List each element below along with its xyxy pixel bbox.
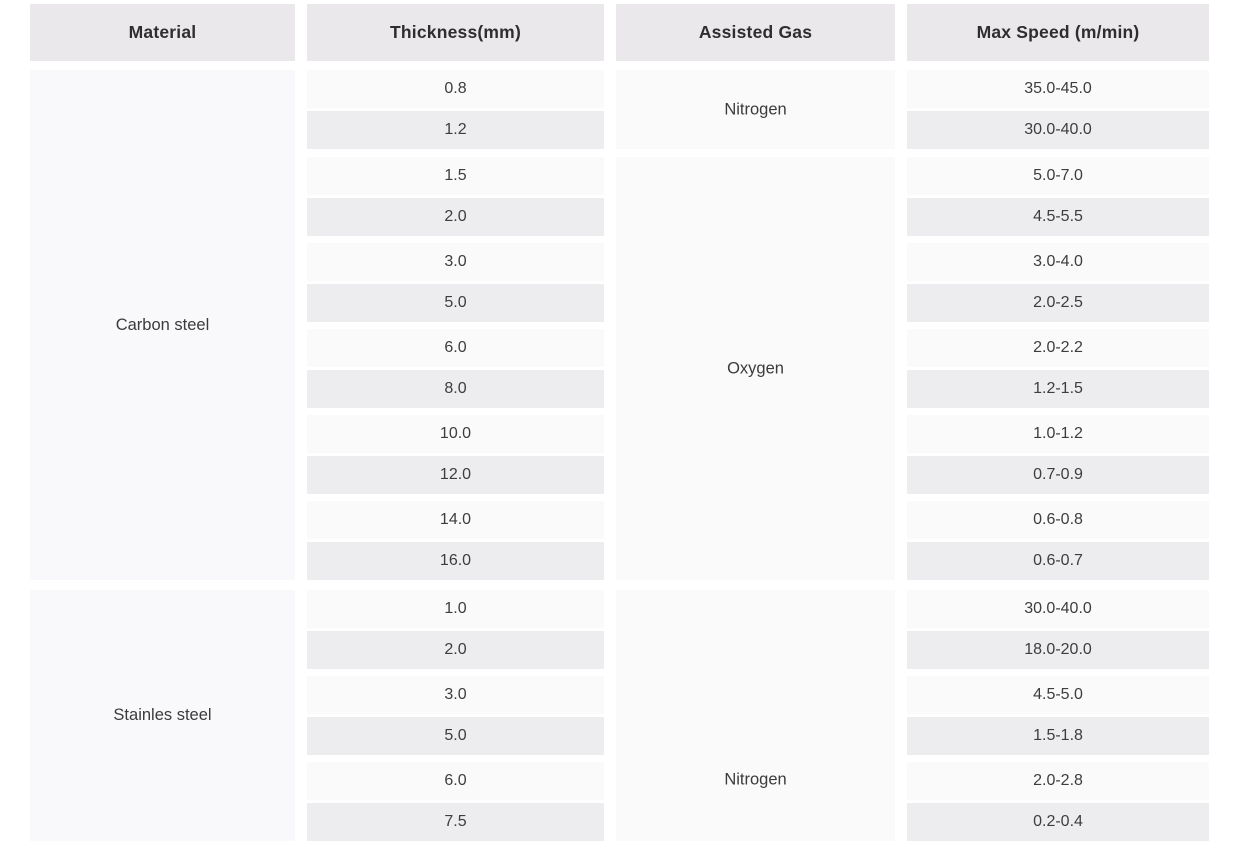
speed-column: 5.0-7.0 4.5-5.5 3.0-4.0 2.0-2.5 2.0-2.2 … — [907, 157, 1209, 580]
gas-cell-nitrogen: Nitrogen — [616, 590, 895, 841]
thickness-cell: 1.0 — [307, 590, 604, 628]
section-carbon-steel: Carbon steel 0.8 1.2 Nitrogen 35.0-45.0 … — [30, 70, 1210, 580]
table-header-row: Material Thickness(mm) Assisted Gas Max … — [30, 4, 1210, 61]
gas-cell-nitrogen: Nitrogen — [616, 70, 895, 149]
speed-cell: 0.6-0.8 — [907, 501, 1209, 539]
speed-cell: 0.6-0.7 — [907, 542, 1209, 580]
speed-cell: 3.0-4.0 — [907, 243, 1209, 281]
speed-column: 35.0-45.0 30.0-40.0 — [907, 70, 1209, 149]
header-cell-material: Material — [30, 4, 295, 61]
thickness-column: 0.8 1.2 — [307, 70, 604, 149]
speed-cell: 18.0-20.0 — [907, 631, 1209, 669]
material-cell-carbon-steel: Carbon steel — [30, 70, 295, 580]
thickness-cell: 5.0 — [307, 717, 604, 755]
speed-cell: 2.0-2.5 — [907, 284, 1209, 322]
gas-label: Nitrogen — [724, 100, 787, 118]
thickness-cell: 12.0 — [307, 456, 604, 494]
thickness-cell: 14.0 — [307, 501, 604, 539]
thickness-cell: 7.5 — [307, 803, 604, 841]
thickness-cell: 5.0 — [307, 284, 604, 322]
thickness-cell: 3.0 — [307, 243, 604, 281]
thickness-cell: 0.8 — [307, 70, 604, 108]
header-cell-max-speed: Max Speed (m/min) — [907, 4, 1209, 61]
speed-cell: 5.0-7.0 — [907, 157, 1209, 195]
speed-cell: 2.0-2.8 — [907, 762, 1209, 800]
thickness-cell: 6.0 — [307, 762, 604, 800]
speed-cell: 4.5-5.0 — [907, 676, 1209, 714]
speed-cell: 30.0-40.0 — [907, 111, 1209, 149]
thickness-cell: 2.0 — [307, 631, 604, 669]
thickness-cell: 10.0 — [307, 415, 604, 453]
material-cell-stainless-steel: Stainles steel — [30, 590, 295, 841]
gas-label: Nitrogen — [724, 770, 787, 788]
thickness-column: 1.5 2.0 3.0 5.0 6.0 8.0 10.0 12.0 14.0 1… — [307, 157, 604, 580]
speed-cell: 1.2-1.5 — [907, 370, 1209, 408]
gas-label: Oxygen — [727, 359, 784, 377]
group-carbon-oxygen: 1.5 2.0 3.0 5.0 6.0 8.0 10.0 12.0 14.0 1… — [307, 157, 1210, 580]
section-stainless-steel: Stainles steel 1.0 2.0 3.0 5.0 6.0 7.5 N… — [30, 590, 1210, 841]
speed-cell: 0.7-0.9 — [907, 456, 1209, 494]
header-cell-assisted-gas: Assisted Gas — [616, 4, 895, 61]
speed-cell: 2.0-2.2 — [907, 329, 1209, 367]
thickness-cell: 1.5 — [307, 157, 604, 195]
thickness-cell: 3.0 — [307, 676, 604, 714]
speed-cell: 35.0-45.0 — [907, 70, 1209, 108]
thickness-cell: 8.0 — [307, 370, 604, 408]
group-stainless-nitrogen: 1.0 2.0 3.0 5.0 6.0 7.5 Nitrogen 30.0-40… — [307, 590, 1210, 841]
thickness-cell: 2.0 — [307, 198, 604, 236]
speed-column: 30.0-40.0 18.0-20.0 4.5-5.0 1.5-1.8 2.0-… — [907, 590, 1209, 841]
thickness-cell: 6.0 — [307, 329, 604, 367]
thickness-column: 1.0 2.0 3.0 5.0 6.0 7.5 — [307, 590, 604, 841]
speed-cell: 1.0-1.2 — [907, 415, 1209, 453]
speed-cell: 0.2-0.4 — [907, 803, 1209, 841]
thickness-cell: 1.2 — [307, 111, 604, 149]
gas-cell-oxygen: Oxygen — [616, 157, 895, 580]
speed-cell: 1.5-1.8 — [907, 717, 1209, 755]
thickness-cell: 16.0 — [307, 542, 604, 580]
group-carbon-nitrogen: 0.8 1.2 Nitrogen 35.0-45.0 30.0-40.0 — [307, 70, 1210, 149]
speed-cell: 30.0-40.0 — [907, 590, 1209, 628]
header-cell-thickness: Thickness(mm) — [307, 4, 604, 61]
speed-cell: 4.5-5.5 — [907, 198, 1209, 236]
